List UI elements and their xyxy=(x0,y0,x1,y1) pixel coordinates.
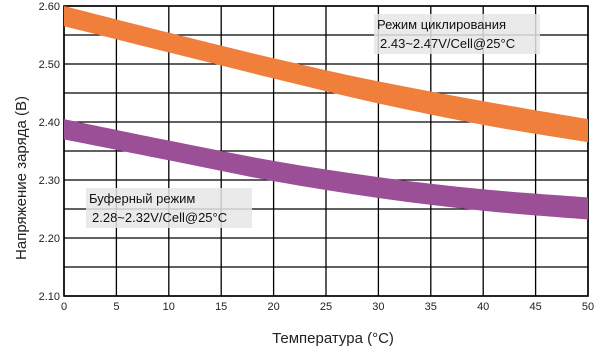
x-tick-label: 30 xyxy=(372,301,384,313)
x-tick-label: 20 xyxy=(267,301,279,313)
series-range-1: 2.43~2.47V/Cell@25°C xyxy=(380,36,515,51)
series-range-2: 2.28~2.32V/Cell@25°C xyxy=(92,210,227,225)
x-tick-label: 35 xyxy=(425,301,437,313)
x-tick-label: 40 xyxy=(477,301,489,313)
y-tick-label: 2.10 xyxy=(39,291,60,303)
y-tick-label: 2.20 xyxy=(39,233,60,245)
x-tick-label: 0 xyxy=(61,301,67,313)
annotation-box-2 xyxy=(86,188,252,228)
series-band-2 xyxy=(64,119,588,220)
y-tick-label: 2.30 xyxy=(39,175,60,187)
x-tick-label: 5 xyxy=(113,301,119,313)
annotations: Режим циклирования 2.43~2.47V/Cell@25°C Бу… xyxy=(86,14,540,228)
x-tick-label: 50 xyxy=(582,301,594,313)
x-tick-label: 25 xyxy=(320,301,332,313)
y-axis-title: Напряжение заряда (B) xyxy=(13,96,30,260)
x-tick-label: 10 xyxy=(163,301,175,313)
series-name-2: Буферный режим xyxy=(89,191,195,206)
tick-labels: 0 5 10 15 20 25 30 35 40 45 50 2.10 2.20 2.30 2.40 2.50… xyxy=(39,1,595,313)
x-axis-title: Температура (°C) xyxy=(272,330,394,347)
x-tick-label: 15 xyxy=(215,301,227,313)
bands xyxy=(64,6,588,220)
series-band-1 xyxy=(64,6,588,143)
series-name-1: Режим циклирования xyxy=(377,17,506,32)
x-tick-label: 45 xyxy=(529,301,541,313)
annotation-box-1 xyxy=(374,14,540,54)
y-tick-label: 2.60 xyxy=(39,1,60,13)
y-tick-label: 2.40 xyxy=(39,117,60,129)
y-tick-label: 2.50 xyxy=(39,59,60,71)
